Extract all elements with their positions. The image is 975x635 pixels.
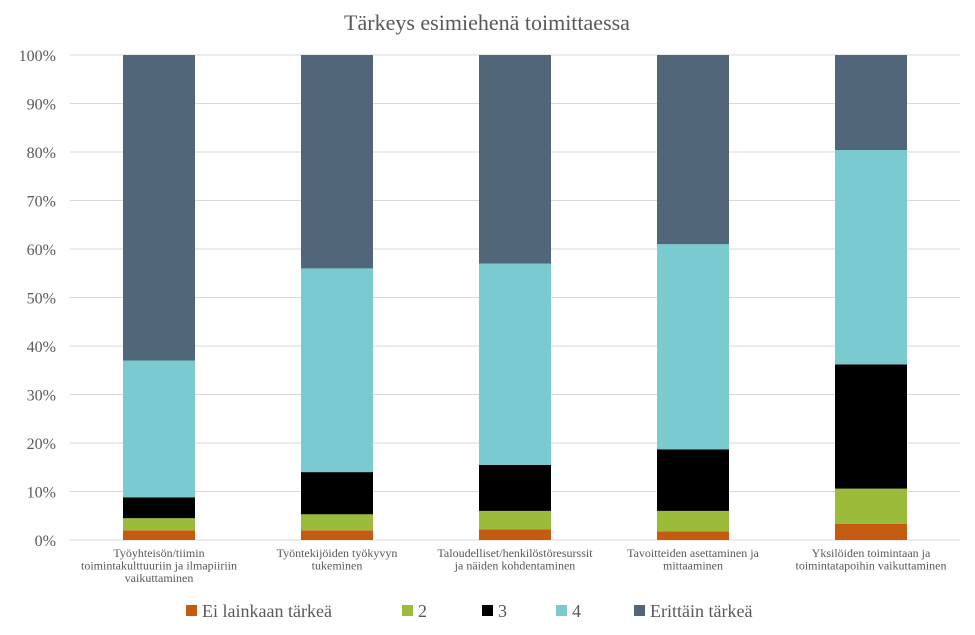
legend-swatch (186, 605, 197, 616)
x-category-label: toimintakulttuuriin ja ilmapiiriin (81, 559, 237, 573)
y-tick-label: 30% (27, 388, 56, 405)
legend-swatch (634, 605, 645, 616)
legend-label: Erittäin tärkeä (650, 601, 752, 621)
y-tick-label: 40% (27, 339, 56, 356)
chart-title: Tärkeys esimiehenä toimittaessa (344, 10, 630, 35)
bar-segment (835, 150, 907, 365)
x-category-label: vaikuttaminen (125, 571, 194, 585)
x-category-label: ja näiden kohdentaminen (454, 559, 576, 573)
bar-segment (301, 268, 373, 473)
y-tick-label: 0% (35, 533, 56, 550)
bar-segment (301, 55, 373, 269)
bar-segment (479, 263, 551, 465)
bar-segment (301, 472, 373, 515)
y-tick-label: 70% (27, 194, 56, 211)
bar-segment (301, 514, 373, 531)
bar-segment (301, 530, 373, 540)
bar-segment (123, 518, 195, 531)
bar-segment (835, 523, 907, 540)
x-category-label: Taloudelliset/henkilöstöresurssit (437, 546, 593, 560)
x-category-label: Työyhteisön/tiimin (113, 546, 204, 560)
x-category-label: mittaaminen (663, 559, 723, 573)
bar-segment (657, 244, 729, 450)
bar-segment (835, 488, 907, 524)
x-category-label: tukeminen (312, 559, 363, 573)
bar-segment (835, 364, 907, 489)
y-tick-label: 50% (27, 291, 56, 308)
legend-swatch (556, 605, 567, 616)
bar-segment (657, 510, 729, 532)
bar-segment (835, 55, 907, 151)
x-category-label: Työntekijöiden työkyvyn (277, 546, 398, 560)
x-category-label: Yksilöiden toimintaan ja (812, 546, 931, 560)
legend-label: Ei lainkaan tärkeä (202, 601, 332, 621)
bar-segment (123, 360, 195, 498)
y-tick-label: 100% (19, 48, 56, 65)
legend-label: 2 (418, 601, 427, 621)
y-tick-label: 80% (27, 145, 56, 162)
legend-swatch (402, 605, 413, 616)
y-tick-label: 90% (27, 97, 56, 114)
bar-segment (657, 531, 729, 540)
bar-segment (479, 464, 551, 511)
y-axis-ticks: 0% 10% 20% 30% 40% 50% 60% 70% 80% 90% 100% (19, 48, 56, 550)
y-tick-label: 10% (27, 485, 56, 502)
legend: Ei lainkaan tärkeä 2 3 4 Erittäin tärkeä (186, 601, 752, 621)
x-category-label: Tavoitteiden asettaminen ja (627, 546, 759, 560)
y-tick-label: 20% (27, 436, 56, 453)
bar-segment (657, 449, 729, 511)
legend-swatch (482, 605, 493, 616)
bar-segment (479, 529, 551, 540)
bar-segment (479, 510, 551, 530)
bar-segment (123, 497, 195, 519)
x-category-label: toimintatapoihin vaikuttaminen (796, 559, 947, 573)
bar-segment (479, 55, 551, 264)
y-tick-label: 60% (27, 242, 56, 259)
legend-label: 3 (498, 601, 507, 621)
bar-segment (123, 55, 195, 361)
bars (123, 55, 907, 540)
bar-segment (657, 55, 729, 245)
legend-label: 4 (572, 601, 581, 621)
bar-segment (123, 530, 195, 540)
